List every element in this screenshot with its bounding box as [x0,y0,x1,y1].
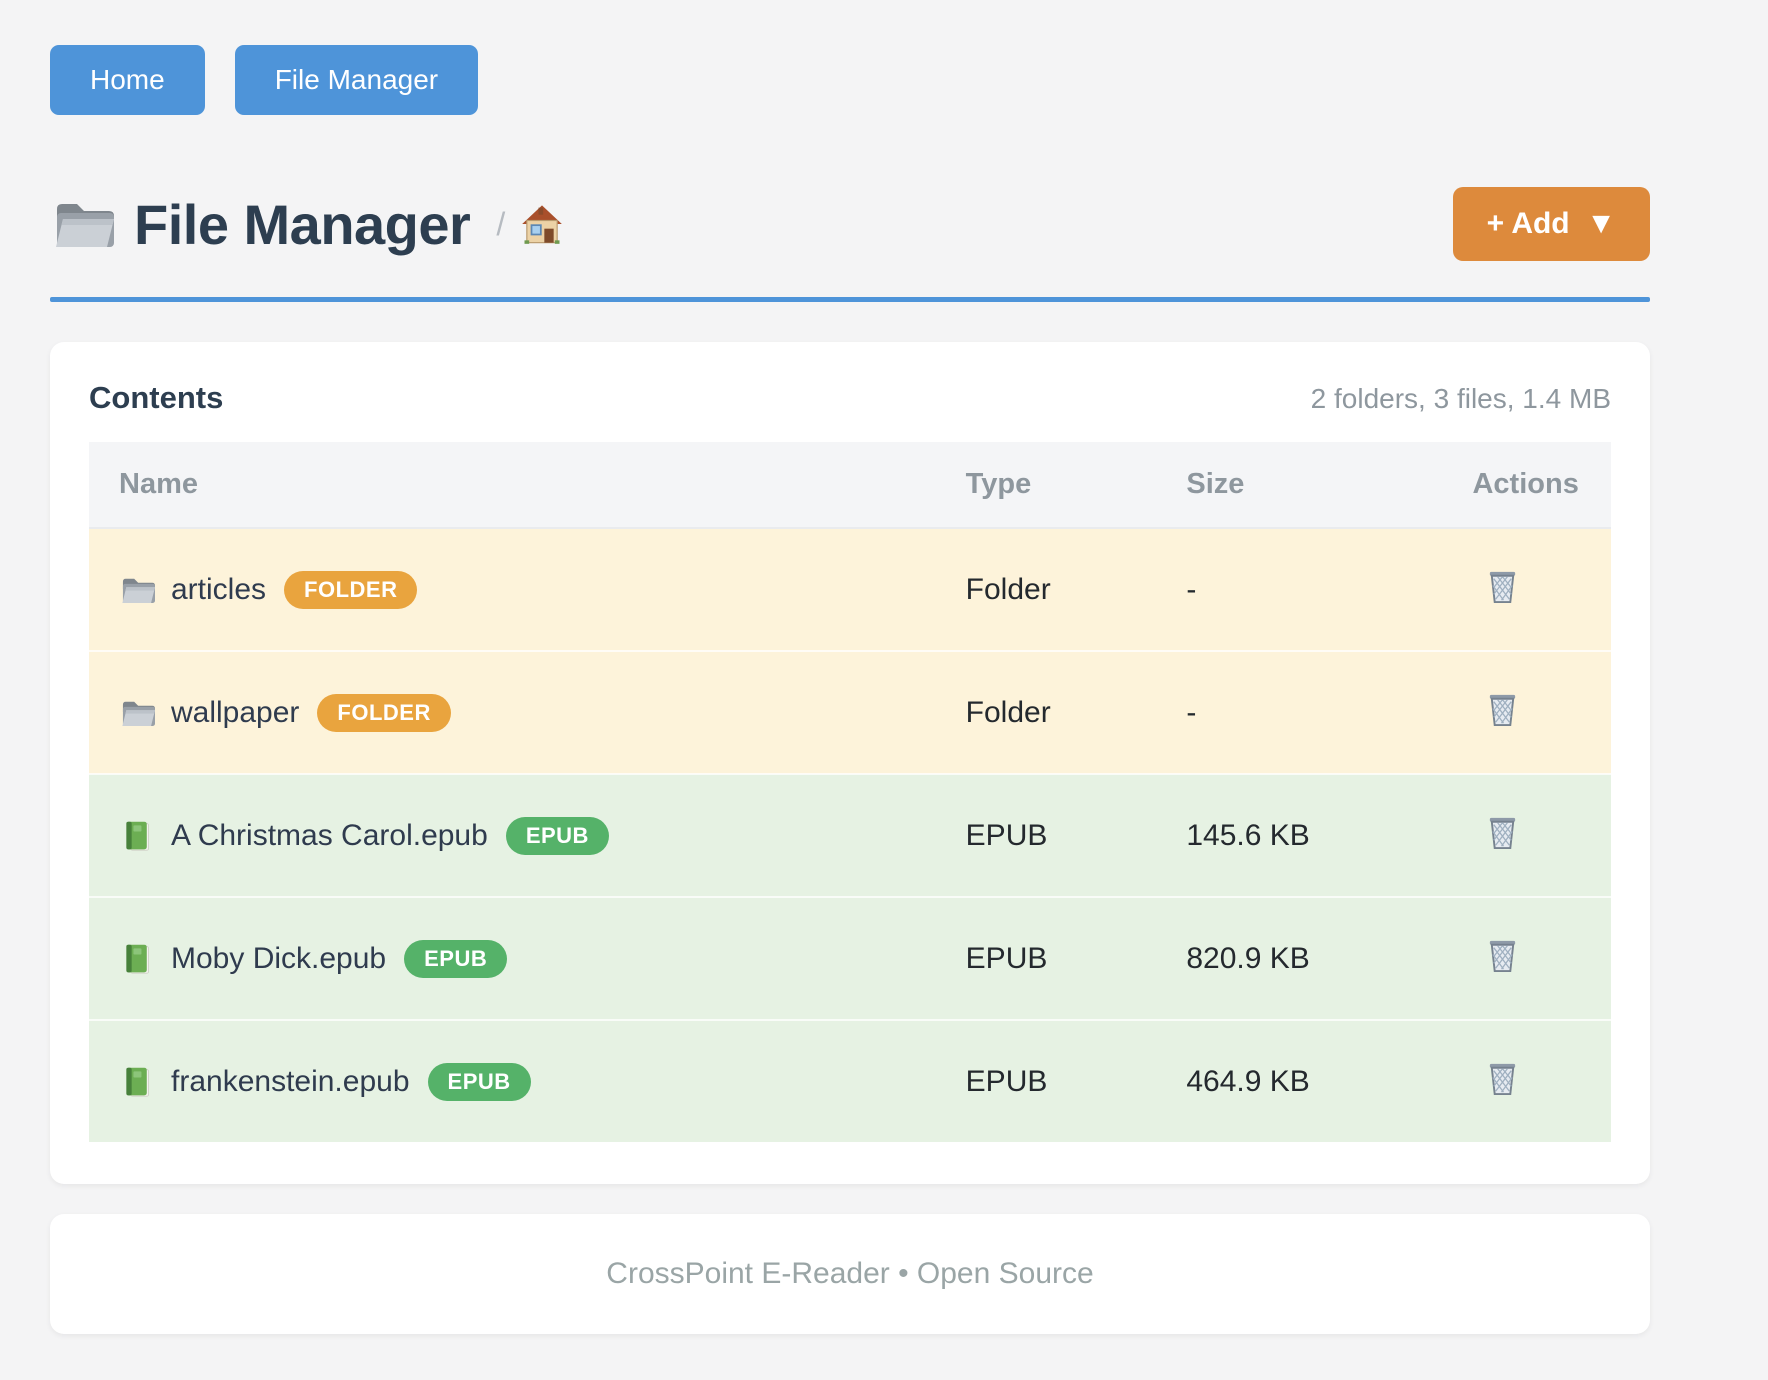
add-button[interactable]: + Add ▼ [1452,187,1650,261]
trash-icon[interactable] [1486,936,1519,973]
nav-file-manager-button[interactable]: File Manager [234,45,479,115]
breadcrumb-separator: / [496,205,506,242]
page-title: File Manager [134,192,471,256]
green-book-icon [119,1066,155,1098]
file-name-link[interactable]: Moby Dick.epub [171,941,387,975]
contents-summary: 2 folders, 3 files, 1.4 MB [1310,383,1611,414]
type-cell: EPUB [965,941,1048,975]
page-header: File Manager / + Add ▼ [50,187,1650,261]
type-cell: EPUB [965,1064,1048,1098]
contents-card-header: Contents 2 folders, 3 files, 1.4 MB [89,380,1611,416]
type-badge: EPUB [505,816,609,855]
table-row[interactable]: frankenstein.epub EPUB EPUB 464.9 KB [89,1020,1611,1142]
file-name-link[interactable]: frankenstein.epub [171,1064,410,1098]
column-header-name: Name [119,468,198,500]
folder-icon [50,197,114,251]
home-icon[interactable] [521,204,563,244]
size-cell: - [1186,695,1197,729]
page: Home File Manager File Manager / + Add ▼… [50,0,1650,1334]
folder-icon [119,574,155,606]
green-book-icon [119,943,155,975]
breadcrumb-nav: Home File Manager [50,45,1650,115]
type-cell: Folder [965,572,1051,606]
type-badge: FOLDER [317,693,451,732]
footer: CrossPoint E-Reader • Open Source [50,1214,1650,1334]
size-cell: - [1186,572,1197,606]
type-cell: EPUB [965,818,1048,852]
size-cell: 464.9 KB [1186,1064,1310,1098]
table-row[interactable]: wallpaper FOLDER Folder - [89,651,1611,774]
file-name-link[interactable]: A Christmas Carol.epub [171,818,488,852]
column-header-actions: Actions [1472,468,1579,500]
file-name-link[interactable]: wallpaper [171,695,300,729]
contents-heading: Contents [89,380,224,415]
table-row[interactable]: articles FOLDER Folder - [89,528,1611,651]
trash-icon[interactable] [1486,690,1519,727]
type-cell: Folder [965,695,1051,729]
type-badge: EPUB [404,939,508,978]
green-book-icon [119,820,155,852]
nav-home-button[interactable]: Home [50,45,205,115]
table-row[interactable]: A Christmas Carol.epub EPUB EPUB 145.6 K… [89,774,1611,897]
type-badge: EPUB [427,1062,531,1101]
file-table: Name Type Size Actions articles FOLDER F… [89,442,1611,1142]
trash-icon[interactable] [1486,1059,1519,1096]
header-divider [50,297,1650,302]
table-header-row: Name Type Size Actions [89,442,1611,528]
type-badge: FOLDER [284,570,418,609]
size-cell: 820.9 KB [1186,941,1310,975]
file-name-link[interactable]: articles [171,572,267,606]
size-cell: 145.6 KB [1186,818,1310,852]
trash-icon[interactable] [1486,567,1519,604]
column-header-type: Type [965,468,1032,500]
footer-text: CrossPoint E-Reader • Open Source [606,1257,1094,1290]
trash-icon[interactable] [1486,813,1519,850]
contents-card: Contents 2 folders, 3 files, 1.4 MB Name… [50,342,1650,1184]
column-header-size: Size [1186,468,1245,500]
table-row[interactable]: Moby Dick.epub EPUB EPUB 820.9 KB [89,897,1611,1020]
folder-icon [119,697,155,729]
